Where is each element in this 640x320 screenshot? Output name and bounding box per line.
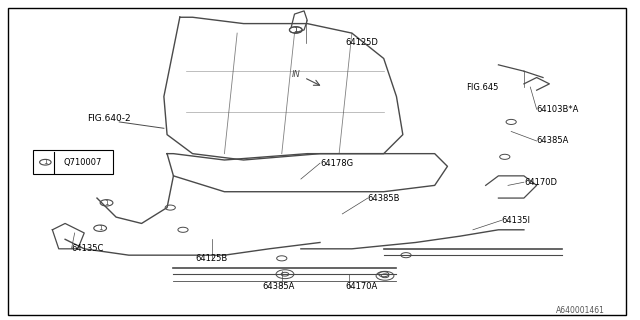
Text: 64103B*A: 64103B*A [537, 105, 579, 114]
Text: 64170D: 64170D [524, 178, 557, 187]
Text: 64178G: 64178G [320, 159, 353, 168]
Text: FIG.645: FIG.645 [467, 83, 499, 92]
Text: 64385B: 64385B [368, 194, 400, 203]
Text: Q710007: Q710007 [64, 158, 102, 167]
Text: 1: 1 [104, 200, 109, 206]
Text: 64385A: 64385A [262, 282, 295, 292]
Text: 64125D: 64125D [346, 38, 378, 47]
Text: 1: 1 [98, 225, 102, 231]
Text: 1: 1 [43, 159, 47, 165]
Text: 64135C: 64135C [72, 244, 104, 253]
Text: IN: IN [292, 70, 301, 79]
Text: 64385A: 64385A [537, 136, 569, 146]
Text: 1: 1 [294, 27, 298, 33]
Text: 64170A: 64170A [346, 282, 378, 292]
Text: 1: 1 [294, 27, 298, 33]
Text: FIG.640-2: FIG.640-2 [88, 114, 131, 123]
Text: 64125B: 64125B [196, 254, 228, 263]
Text: A640001461: A640001461 [556, 306, 605, 315]
Text: 64135I: 64135I [502, 216, 531, 225]
